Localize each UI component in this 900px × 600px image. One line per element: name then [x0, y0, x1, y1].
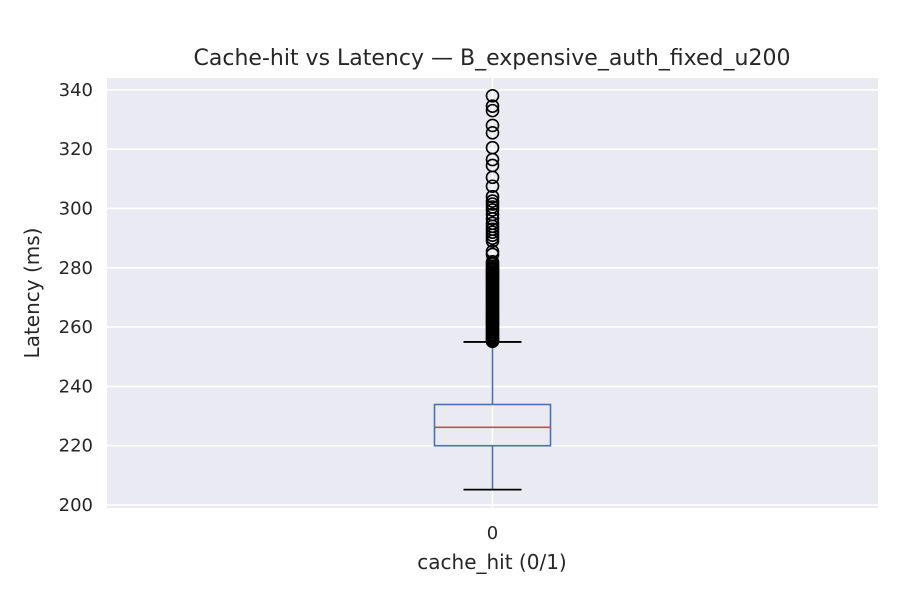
y-tick-label: 260: [59, 317, 93, 338]
outlier-point: [485, 179, 500, 194]
chart-title: Cache-hit vs Latency — B_expensive_auth_…: [194, 46, 791, 71]
y-axis-ticks: 200 220 240 260 280 300 320 340: [59, 80, 93, 516]
outlier-point: [485, 103, 500, 118]
iqr-box: [433, 403, 552, 447]
box-plot: [433, 88, 552, 491]
y-tick-label: 340: [59, 80, 93, 101]
x-tick-label: 0: [487, 523, 498, 544]
outlier-point: [485, 189, 500, 204]
outlier-point: [485, 158, 500, 173]
outlier-point: [485, 255, 500, 269]
y-tick-label: 220: [59, 436, 93, 457]
y-tick-label: 240: [59, 376, 93, 397]
y-axis-label: Latency (ms): [20, 228, 44, 359]
outlier-point: [485, 126, 500, 140]
outlier-point: [485, 207, 500, 222]
y-tick-label: 280: [59, 258, 93, 279]
outlier-point: [485, 216, 500, 231]
outlier-point: [485, 244, 500, 259]
outlier-point: [485, 118, 500, 133]
y-tick-label: 320: [59, 139, 93, 160]
outlier-point: [485, 88, 500, 103]
y-tick-label: 200: [59, 495, 93, 516]
y-tick-label: 300: [59, 198, 93, 219]
outlier-point: [485, 194, 500, 208]
outlier-point: [485, 99, 500, 113]
outlier-point: [485, 140, 500, 155]
x-axis-ticks: 0: [487, 523, 498, 544]
x-axis-label: cache_hit (0/1): [417, 550, 566, 574]
